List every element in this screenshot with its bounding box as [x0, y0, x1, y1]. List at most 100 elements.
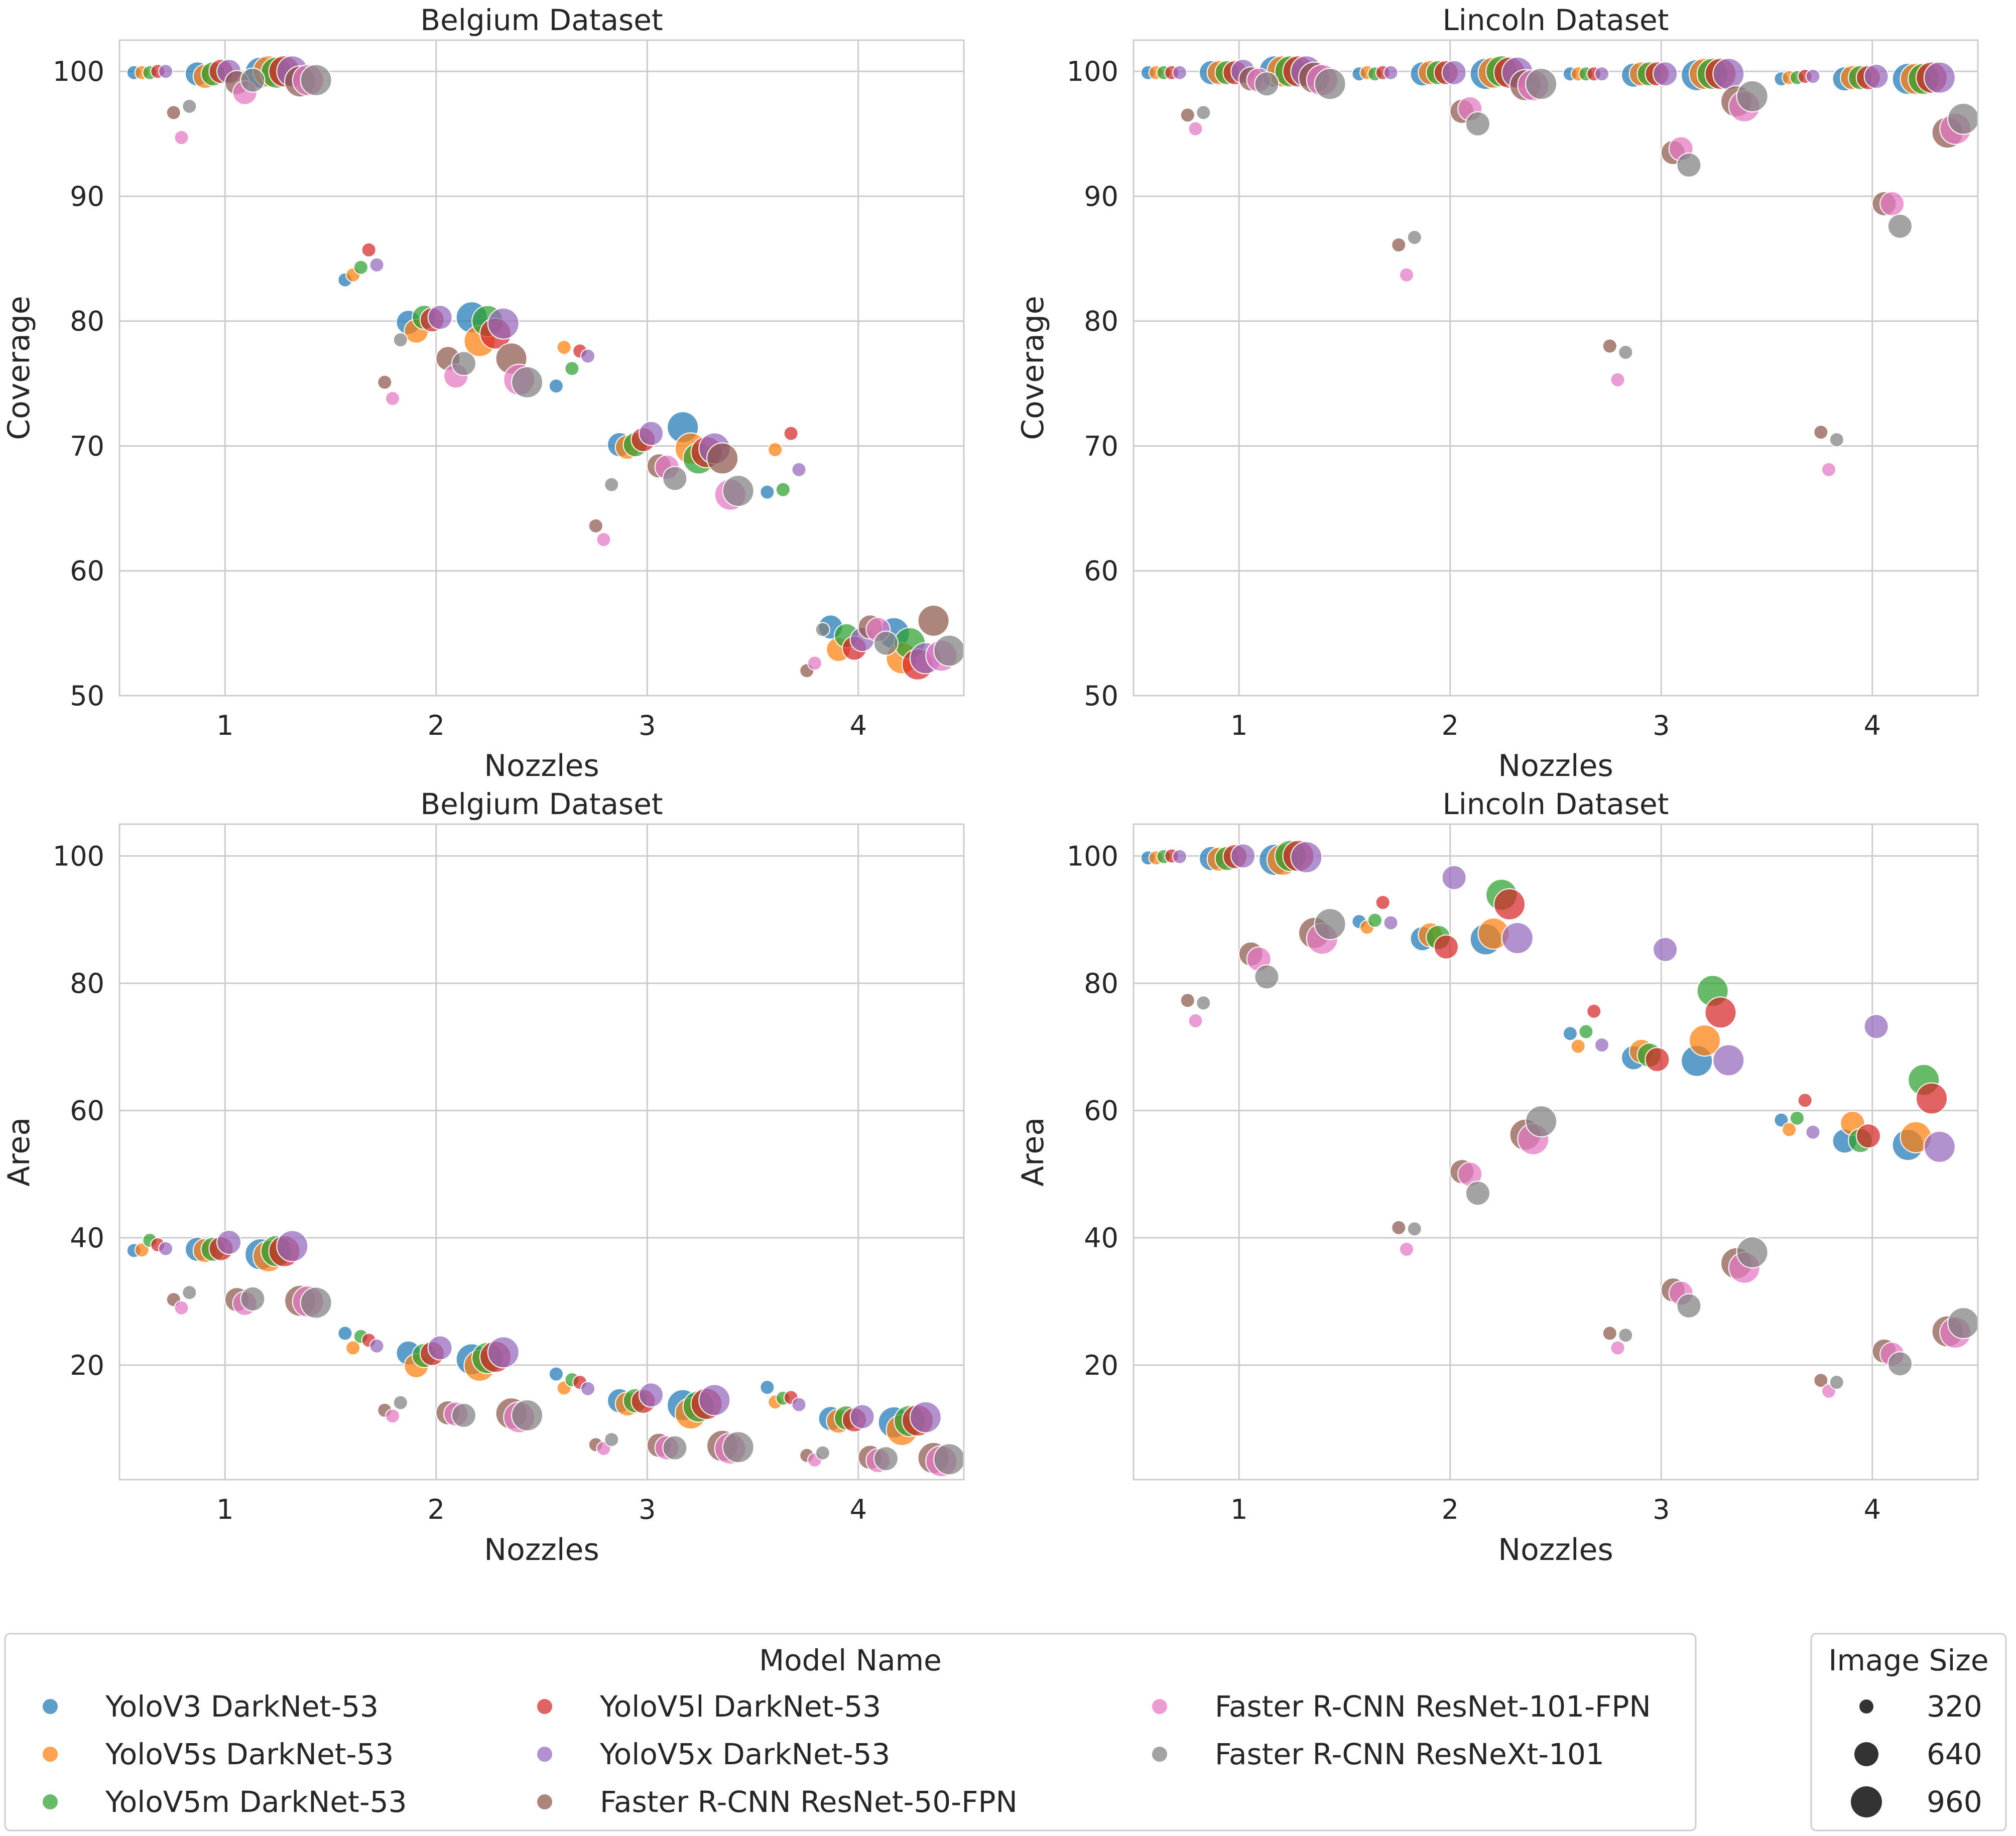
size-legend-label: 640 — [1927, 1737, 1982, 1771]
x-tick-label: 3 — [1653, 1494, 1670, 1525]
point-faster-r-cnn-resnext-101-320 — [182, 1285, 197, 1300]
point-faster-r-cnn-resnext-101-960 — [933, 634, 966, 667]
x-axis-label: Nozzles — [1498, 748, 1613, 783]
point-faster-r-cnn-resnet-101-fpn-320 — [174, 1300, 189, 1316]
point-yolov5m-darknet-53-320 — [775, 482, 791, 497]
point-yolov5x-darknet-53-960 — [1923, 61, 1956, 94]
x-tick-label: 1 — [216, 1494, 233, 1525]
point-yolov5m-darknet-53-320 — [1578, 1024, 1594, 1039]
point-faster-r-cnn-resnext-101-640 — [873, 1446, 899, 1472]
point-faster-r-cnn-resnext-101-960 — [300, 64, 332, 96]
point-faster-r-cnn-resnet-50-fpn-320 — [1813, 1373, 1829, 1388]
point-yolov5s-darknet-53-320 — [345, 1340, 361, 1356]
point-faster-r-cnn-resnet-50-fpn-320 — [377, 374, 393, 390]
x-tick-label: 3 — [639, 710, 656, 741]
point-yolov5l-darknet-53-640 — [1855, 1123, 1881, 1149]
point-faster-r-cnn-resnext-101-320 — [1407, 230, 1422, 245]
point-faster-r-cnn-resnext-101-640 — [662, 466, 688, 491]
y-tick-label: 80 — [1084, 306, 1118, 337]
y-axis-label: Coverage — [1016, 296, 1051, 440]
point-faster-r-cnn-resnet-101-fpn-320 — [596, 532, 611, 547]
y-tick-label: 100 — [1067, 56, 1118, 87]
point-yolov5s-darknet-53-320 — [1782, 1122, 1797, 1137]
point-faster-r-cnn-resnext-101-960 — [511, 366, 544, 399]
point-yolov5x-darknet-53-320 — [1383, 65, 1399, 80]
point-yolov3-darknet-53-320 — [760, 484, 775, 500]
image-size-legend: Image Size 320 640 960 — [1810, 1633, 2007, 1831]
point-faster-r-cnn-resnext-101-640 — [1887, 213, 1913, 239]
point-faster-r-cnn-resnext-101-960 — [511, 1399, 544, 1431]
y-tick-label: 20 — [1084, 1350, 1118, 1381]
y-tick-label: 80 — [70, 968, 104, 999]
point-faster-r-cnn-resnext-101-320 — [393, 1395, 408, 1410]
point-yolov5x-darknet-53-960 — [1923, 1130, 1956, 1163]
plot-frame — [118, 823, 965, 1481]
point-faster-r-cnn-resnet-50-fpn-320 — [166, 105, 181, 120]
plot-area — [119, 40, 964, 696]
model-legend-items: YoloV3 DarkNet-53 YoloV5s DarkNet-53 YoloV… — [42, 1689, 1651, 1819]
point-faster-r-cnn-resnet-101-fpn-320 — [385, 390, 400, 406]
point-yolov5x-darknet-53-640 — [849, 1404, 875, 1429]
y-tick-label: 50 — [1084, 680, 1118, 712]
point-faster-r-cnn-resnext-101-960 — [722, 475, 754, 507]
point-yolov5s-darknet-53-320 — [556, 340, 572, 355]
point-faster-r-cnn-resnext-101-320 — [604, 477, 619, 492]
point-yolov5x-darknet-53-640 — [1653, 937, 1678, 962]
point-yolov5x-darknet-53-960 — [909, 1401, 942, 1433]
y-tick-label: 90 — [70, 181, 104, 212]
point-yolov5x-darknet-53-320 — [791, 462, 807, 477]
legend-marker — [42, 1698, 59, 1715]
x-tick-label: 2 — [428, 1494, 445, 1525]
point-yolov3-darknet-53-320 — [337, 1326, 353, 1341]
point-faster-r-cnn-resnet-50-fpn-320 — [1602, 338, 1617, 354]
point-faster-r-cnn-resnext-101-320 — [1618, 1328, 1633, 1343]
point-yolov5l-darknet-53-960 — [1493, 888, 1526, 921]
y-tick-label: 100 — [53, 840, 104, 872]
point-yolov5x-darknet-53-320 — [1383, 915, 1399, 931]
y-tick-label: 20 — [70, 1350, 104, 1381]
model-legend-title: Model Name — [759, 1643, 942, 1677]
point-faster-r-cnn-resnet-101-fpn-320 — [1399, 1242, 1414, 1257]
legend-label: Faster R-CNN ResNet-50-FPN — [600, 1785, 1018, 1819]
legend-marker — [1151, 1698, 1168, 1715]
point-yolov5x-darknet-53-320 — [158, 64, 173, 79]
point-faster-r-cnn-resnext-101-640 — [1254, 964, 1280, 990]
point-yolov5x-darknet-53-960 — [1290, 841, 1323, 873]
legend-label: Faster R-CNN ResNeXt-101 — [1215, 1737, 1604, 1771]
legend-marker — [536, 1698, 553, 1715]
point-yolov5l-darknet-53-960 — [1916, 1082, 1948, 1115]
point-faster-r-cnn-resnext-101-320 — [815, 1445, 830, 1461]
point-yolov3-darknet-53-320 — [548, 378, 564, 394]
point-yolov5s-darknet-53-320 — [1570, 1038, 1586, 1054]
point-faster-r-cnn-resnet-101-fpn-320 — [1821, 462, 1836, 477]
point-faster-r-cnn-resnext-101-640 — [1676, 1293, 1702, 1319]
panel-title: Lincoln Dataset — [1442, 787, 1669, 821]
point-faster-r-cnn-resnext-101-960 — [1525, 68, 1558, 100]
point-faster-r-cnn-resnext-101-960 — [722, 1431, 754, 1464]
chart-panel-3: 20 40 60 80 100 1 2 3 4 Belgium Dataset Nozzles Are… — [2, 787, 966, 1567]
point-faster-r-cnn-resnext-101-320 — [1196, 105, 1211, 120]
point-yolov5m-darknet-53-320 — [1789, 1110, 1805, 1126]
point-faster-r-cnn-resnet-101-fpn-320 — [1610, 1340, 1625, 1356]
point-yolov5x-darknet-53-960 — [487, 1336, 520, 1369]
legend-item-yolov3-darknet-53: YoloV3 DarkNet-53 — [42, 1689, 379, 1724]
legend-marker — [536, 1793, 553, 1810]
legend-label: YoloV3 DarkNet-53 — [105, 1689, 379, 1724]
point-faster-r-cnn-resnet-50-fpn-320 — [1391, 1220, 1407, 1235]
legend-item-faster-r-cnn-resnet-101-fpn: Faster R-CNN ResNet-101-FPN — [1151, 1689, 1651, 1724]
y-tick-label: 60 — [1084, 555, 1118, 587]
legend-item-faster-r-cnn-resnext-101: Faster R-CNN ResNeXt-101 — [1151, 1737, 1604, 1771]
legend-item-faster-r-cnn-resnet-50-fpn: Faster R-CNN ResNet-50-FPN — [536, 1785, 1018, 1819]
plot-frame — [1132, 39, 1979, 697]
point-yolov5x-darknet-53-640 — [639, 421, 664, 446]
point-yolov5x-darknet-53-640 — [1230, 843, 1256, 869]
data-points — [126, 1230, 966, 1478]
point-faster-r-cnn-resnext-101-640 — [1254, 71, 1280, 97]
point-yolov5l-darknet-53-640 — [1433, 934, 1459, 960]
point-yolov5x-darknet-53-320 — [580, 348, 595, 364]
point-yolov5x-darknet-53-320 — [369, 257, 385, 273]
point-yolov5x-darknet-53-320 — [791, 1397, 807, 1412]
point-yolov5x-darknet-53-320 — [580, 1381, 595, 1396]
point-yolov5l-darknet-53-960 — [1704, 996, 1737, 1029]
